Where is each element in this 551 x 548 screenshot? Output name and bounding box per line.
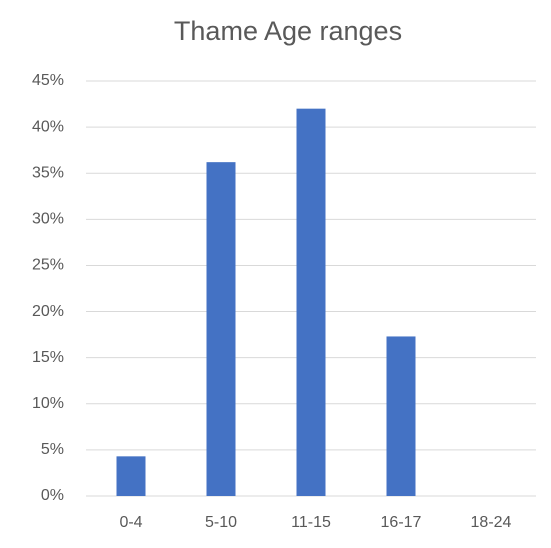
bar — [206, 162, 236, 496]
x-tick-label: 0-4 — [119, 514, 142, 531]
y-tick-label: 10% — [32, 395, 64, 412]
y-tick-label: 0% — [41, 487, 64, 504]
y-tick-label: 5% — [41, 441, 64, 458]
bar — [116, 456, 146, 496]
chart-title: Thame Age ranges — [174, 16, 402, 46]
y-tick-label: 20% — [32, 303, 64, 320]
x-tick-label: 18-24 — [471, 514, 512, 531]
y-tick-label: 40% — [32, 118, 64, 135]
y-tick-label: 30% — [32, 211, 64, 228]
y-tick-label: 25% — [32, 257, 64, 274]
bar — [296, 108, 326, 497]
y-tick-label: 15% — [32, 349, 64, 366]
x-tick-label: 5-10 — [205, 514, 237, 531]
x-tick-label: 16-17 — [381, 514, 422, 531]
y-tick-label: 35% — [32, 164, 64, 181]
y-tick-label: 45% — [32, 72, 64, 89]
bar — [386, 336, 416, 496]
x-tick-label: 11-15 — [291, 514, 331, 531]
